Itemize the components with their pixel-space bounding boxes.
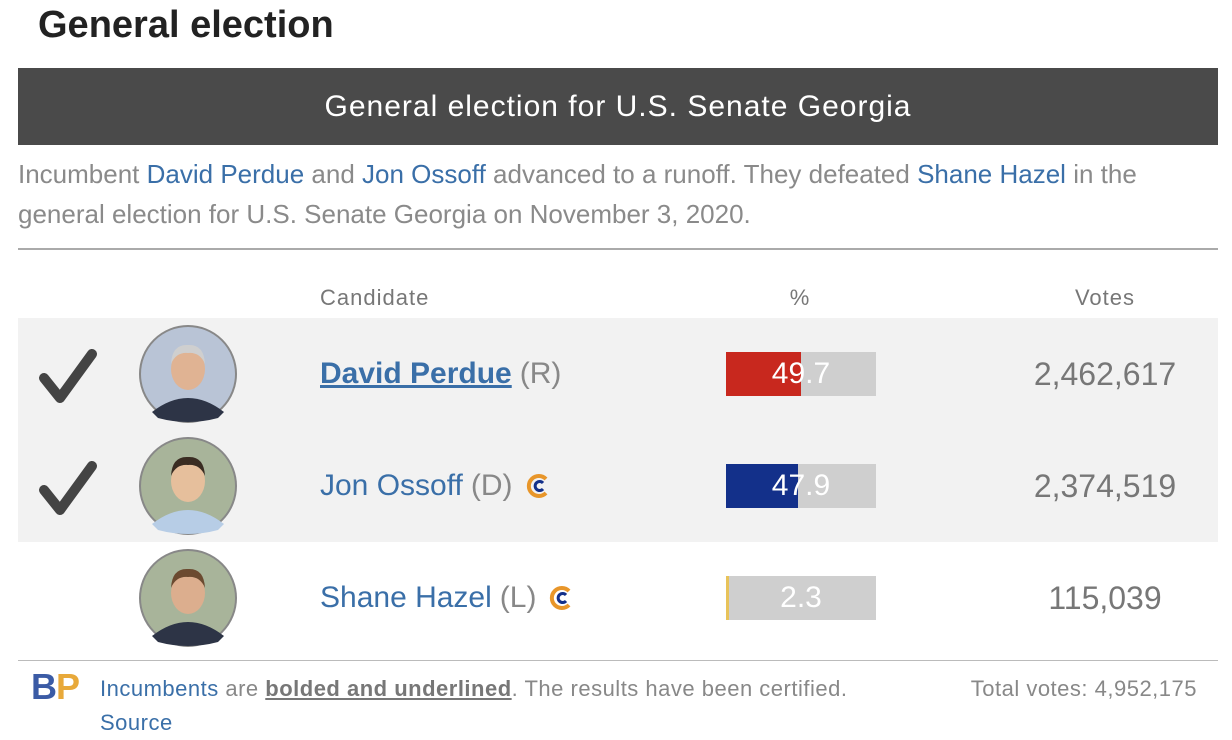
survey-icon[interactable] — [548, 585, 574, 611]
candidate-link[interactable]: Jon Ossoff — [362, 159, 486, 189]
column-header: Votes — [1074, 285, 1136, 310]
total-votes: Total votes: 4,952,175 — [970, 676, 1197, 701]
party: (D) — [470, 469, 513, 502]
result-row: Jon Ossoff (D) 47.9 2,374,519 — [18, 430, 1218, 542]
summary: Incumbent David Perdue and Jon Ossoff ad… — [18, 154, 1223, 234]
candidate-photo — [139, 549, 237, 647]
photo-hair — [171, 344, 205, 364]
divider — [18, 660, 1218, 661]
percent-label: 47.9 — [771, 469, 831, 502]
logo-letter: B — [31, 666, 57, 707]
icon-outer — [526, 474, 547, 498]
check-mark — [39, 349, 97, 403]
candidate-link[interactable]: Shane Hazel — [917, 159, 1066, 189]
check-mark — [39, 461, 97, 515]
vote-count: 2,374,519 — [1033, 468, 1177, 504]
percent-bar-track: 49.7 — [726, 352, 876, 396]
candidate-photo — [139, 437, 237, 535]
photo-face — [171, 348, 205, 390]
note-link[interactable]: Incumbents — [100, 676, 219, 701]
percent-bar-track: 2.3 — [726, 576, 876, 620]
candidate-photo — [139, 325, 237, 423]
photo-face — [171, 572, 205, 614]
percent-bar — [726, 464, 798, 508]
summary-text: advanced to a runoff. They defeated — [485, 159, 918, 189]
candidate-name: Jon Ossoff (D) — [320, 430, 551, 542]
result-row: David Perdue (R) 49.7 2,462,617 — [18, 318, 1218, 430]
percent-bar — [726, 352, 801, 396]
icon-inner — [557, 592, 568, 604]
logo: BP — [31, 666, 80, 708]
logo-letter: P — [56, 666, 80, 707]
photo-face — [171, 460, 205, 502]
note-emphasis: bolded and underlined — [265, 676, 512, 701]
photo-hair — [171, 568, 205, 588]
column-header: Candidate — [320, 285, 430, 310]
vote-count: 2,462,617 — [1033, 356, 1177, 392]
candidate-link[interactable]: Shane Hazel — [320, 581, 492, 614]
note-link[interactable]: Source — [100, 710, 173, 735]
party: (R) — [519, 357, 562, 390]
vote-count: 115,039 — [1048, 580, 1162, 616]
party: (L) — [499, 581, 537, 614]
candidate-link[interactable]: David Perdue — [146, 159, 305, 189]
percent-label: 49.7 — [771, 357, 831, 390]
banner-title: General election for U.S. Senate Georgia — [324, 89, 912, 123]
note-plain: are — [218, 676, 266, 701]
candidate-link[interactable]: David Perdue — [320, 357, 512, 390]
percent-bar-track: 47.9 — [726, 464, 876, 508]
percent-bar — [726, 576, 730, 620]
icon-outer — [550, 586, 571, 610]
candidate-link[interactable]: Jon Ossoff — [320, 469, 463, 502]
photo-body — [152, 510, 224, 534]
column-header: % — [789, 285, 811, 310]
candidate-name: Shane Hazel (L) — [320, 542, 574, 654]
photo-hair — [171, 456, 205, 476]
candidate-name: David Perdue (R) — [320, 318, 561, 430]
result-row: Shane Hazel (L) 2.3 115,039 — [18, 542, 1218, 654]
photo-body — [152, 622, 224, 646]
footnote: Incumbents are bolded and underlined. Th… — [100, 672, 860, 740]
survey-icon[interactable] — [525, 473, 551, 499]
icon-inner — [533, 480, 544, 492]
note-plain: . The results have been certified. — [511, 676, 848, 701]
summary-text: in the general election for U.S. Senate … — [18, 159, 1137, 229]
winner-check — [39, 349, 97, 403]
winner-check — [39, 461, 97, 515]
banner: General election for U.S. Senate Georgia — [18, 68, 1218, 145]
page-title: General election — [38, 4, 334, 46]
summary-text: and — [304, 159, 363, 189]
percent-label: 2.3 — [780, 581, 822, 614]
divider — [18, 248, 1218, 250]
photo-body — [152, 398, 224, 422]
summary-text: Incumbent — [18, 159, 147, 189]
